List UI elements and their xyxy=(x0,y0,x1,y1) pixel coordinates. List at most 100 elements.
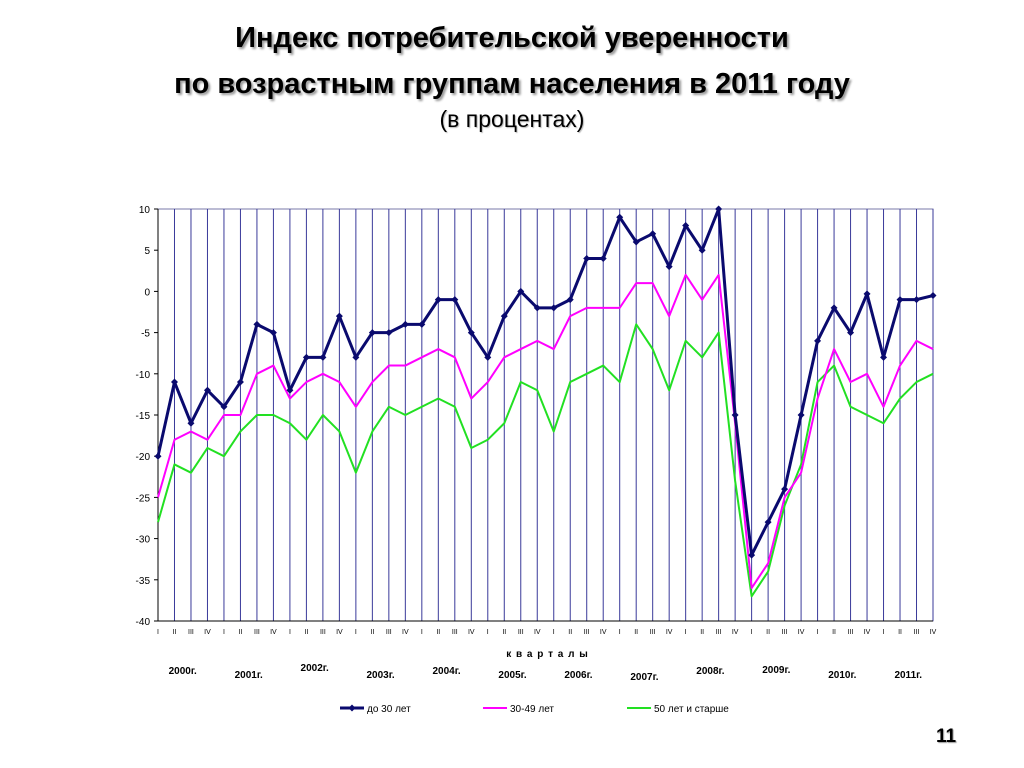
x-tick-label: II xyxy=(898,629,902,636)
legend-label: до 30 лет xyxy=(367,704,411,715)
y-tick-label: -20 xyxy=(136,452,151,463)
data-point-marker xyxy=(616,213,624,221)
data-point-marker xyxy=(748,551,756,559)
y-tick-label: 10 xyxy=(139,205,151,216)
x-tick-label: III xyxy=(518,629,524,636)
data-point-marker xyxy=(764,518,772,526)
x-tick-label: I xyxy=(421,629,423,636)
data-point-marker xyxy=(187,419,195,427)
x-tick-label: IV xyxy=(402,629,409,636)
data-point-marker xyxy=(500,312,508,320)
data-point-marker xyxy=(484,353,492,361)
data-point-marker xyxy=(599,254,607,262)
x-tick-label: I xyxy=(157,629,159,636)
x-tick-label: I xyxy=(553,629,555,636)
x-tick-label: II xyxy=(832,629,836,636)
x-tick-label: II xyxy=(568,629,572,636)
chart-title-line2: по возрастным группам населения в 2011 г… xyxy=(174,68,850,100)
series-line xyxy=(157,323,934,598)
year-label: 2001г. xyxy=(235,670,263,681)
legend-label: 50 лет и старше xyxy=(654,704,729,715)
x-tick-label: I xyxy=(685,629,687,636)
data-point-marker xyxy=(929,292,937,300)
chart-title-line1: Индекс потребительской уверенности xyxy=(235,22,789,54)
x-tick-label: I xyxy=(289,629,291,636)
data-point-marker xyxy=(335,312,343,320)
data-point-marker xyxy=(649,230,657,238)
year-label: 2000г. xyxy=(169,666,197,677)
x-tick-label: II xyxy=(436,629,440,636)
x-tick-label: I xyxy=(355,629,357,636)
data-point-marker xyxy=(302,353,310,361)
data-point-marker xyxy=(731,411,739,419)
x-tick-label: I xyxy=(817,629,819,636)
chart-legend: до 30 лет 30-49 лет 50 лет и старше xyxy=(340,704,729,715)
legend-label: 30-49 лет xyxy=(510,704,554,715)
data-point-marker xyxy=(220,403,228,411)
y-tick-label: -5 xyxy=(141,329,150,340)
data-point-marker xyxy=(896,296,904,304)
x-tick-label: III xyxy=(254,629,260,636)
x-tick-label: I xyxy=(223,629,225,636)
x-tick-label: IV xyxy=(666,629,673,636)
x-tick-label: II xyxy=(239,629,243,636)
x-tick-label: IV xyxy=(468,629,475,636)
data-point-marker xyxy=(550,304,558,312)
x-tick-label: II xyxy=(634,629,638,636)
data-point-marker xyxy=(847,329,855,337)
chart-series xyxy=(154,205,937,598)
data-point-marker xyxy=(434,296,442,304)
x-tick-label: IV xyxy=(864,629,871,636)
x-tick-label: IV xyxy=(336,629,343,636)
year-label: 2005г. xyxy=(498,670,526,681)
data-point-marker xyxy=(319,353,327,361)
data-point-marker xyxy=(715,205,723,213)
data-point-marker xyxy=(236,378,244,386)
x-tick-label: II xyxy=(370,629,374,636)
data-point-marker xyxy=(286,386,294,394)
x-tick-label: IV xyxy=(600,629,607,636)
data-point-marker xyxy=(154,452,162,460)
chart-subtitle: (в процентах) xyxy=(439,106,585,132)
x-tick-label: III xyxy=(914,629,920,636)
x-tick-label: III xyxy=(782,629,788,636)
y-tick-label: -10 xyxy=(136,370,151,381)
y-tick-label: -25 xyxy=(136,493,151,504)
y-tick-label: -40 xyxy=(136,617,151,628)
data-point-marker xyxy=(566,296,574,304)
data-point-marker xyxy=(467,329,475,337)
year-label: 2003г. xyxy=(367,670,395,681)
data-point-marker xyxy=(781,485,789,493)
data-point-marker xyxy=(698,246,706,254)
x-tick-label: IV xyxy=(732,629,739,636)
x-tick-label: III xyxy=(320,629,326,636)
x-tick-label: III xyxy=(848,629,854,636)
data-point-marker xyxy=(682,221,690,229)
year-label: 2006г. xyxy=(564,670,592,681)
x-tick-label: III xyxy=(650,629,656,636)
data-point-marker xyxy=(352,353,360,361)
year-label: 2011г. xyxy=(894,670,922,681)
data-point-marker xyxy=(797,411,805,419)
data-point-marker xyxy=(418,320,426,328)
data-point-marker xyxy=(170,378,178,386)
x-tick-label: III xyxy=(452,629,458,636)
year-label: 2008г. xyxy=(696,666,724,677)
data-point-marker xyxy=(517,287,525,295)
data-point-marker xyxy=(203,386,211,394)
data-point-marker xyxy=(368,329,376,337)
data-point-marker xyxy=(665,263,673,271)
data-point-marker xyxy=(269,329,277,337)
series-line xyxy=(156,207,934,557)
data-point-marker xyxy=(451,296,459,304)
data-point-marker xyxy=(583,254,591,262)
x-tick-label: III xyxy=(716,629,722,636)
x-tick-label: I xyxy=(751,629,753,636)
x-tick-label: II xyxy=(502,629,506,636)
data-point-marker xyxy=(880,353,888,361)
x-tick-label: II xyxy=(304,629,308,636)
data-point-marker xyxy=(385,329,393,337)
x-tick-label: I xyxy=(487,629,489,636)
data-point-marker xyxy=(253,320,261,328)
x-tick-label: III xyxy=(584,629,590,636)
